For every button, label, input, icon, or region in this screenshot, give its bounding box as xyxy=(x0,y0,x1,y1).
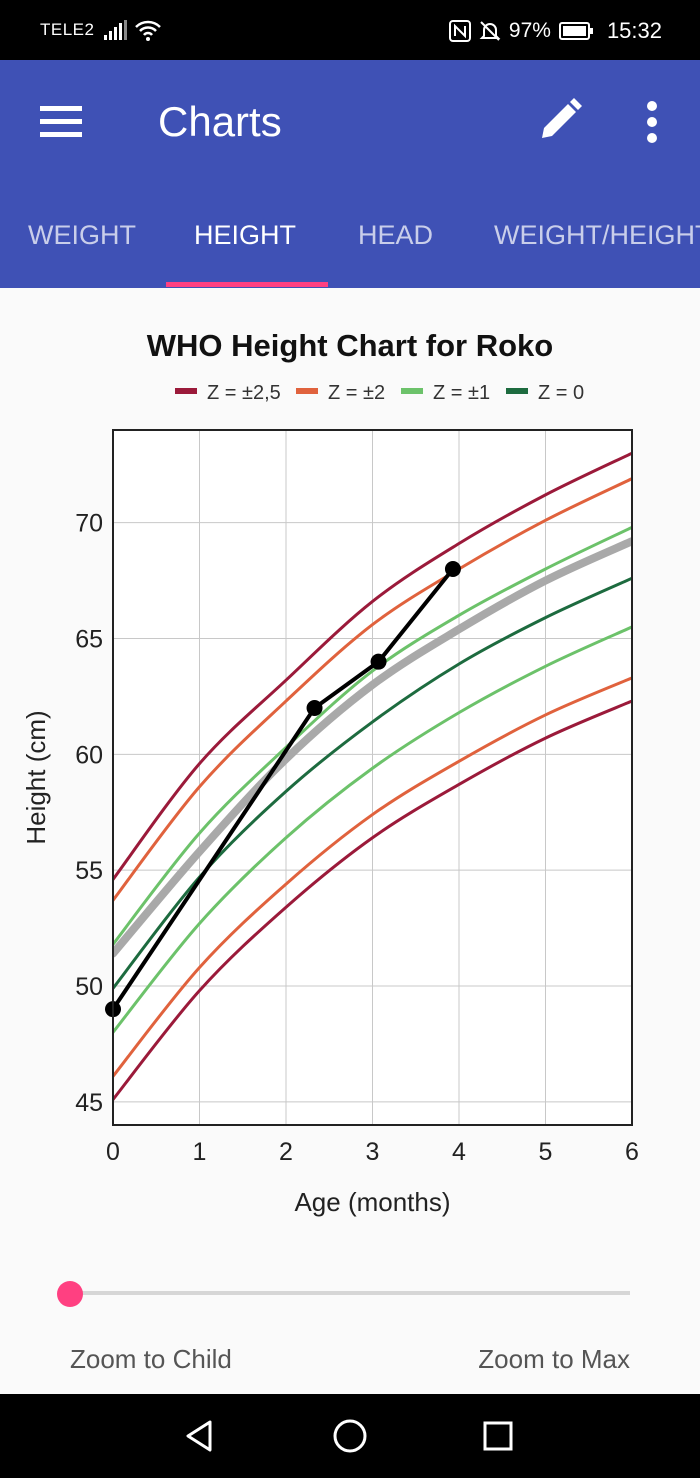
tab-bar: WEIGHT HEIGHT HEAD WEIGHT/HEIGHT xyxy=(0,206,700,288)
status-bar: TELE2 97% 15:32 xyxy=(0,0,700,60)
chart-area: WHO Height Chart for Roko Z = ±2,5 Z = ±2 Z… xyxy=(0,288,700,1394)
height-chart: WHO Height Chart for Roko Z = ±2,5 Z = ±2 Z… xyxy=(21,328,639,1217)
tab-indicator xyxy=(166,282,328,287)
clock: 15:32 xyxy=(606,18,662,43)
child-measurement-point[interactable] xyxy=(370,653,387,670)
reference-curve-z2 xyxy=(113,477,632,902)
reference-curve-z2 xyxy=(113,676,632,1078)
y-tick-label: 45 xyxy=(75,1089,103,1117)
menu-icon[interactable] xyxy=(36,100,88,144)
x-tick-label: 4 xyxy=(452,1138,466,1166)
reference-curve-z1 xyxy=(113,625,632,1034)
x-tick-label: 3 xyxy=(366,1138,380,1166)
page-title: Charts xyxy=(158,98,282,145)
x-tick-label: 6 xyxy=(625,1138,639,1166)
app-bar: Charts WEIGHT HEIGHT HEAD WEIGHT/HEIGHT xyxy=(0,60,700,288)
legend-entry: Z = ±2 xyxy=(328,382,385,404)
zoom-slider[interactable] xyxy=(57,1280,632,1308)
y-axis-label: Height (cm) xyxy=(21,710,51,844)
y-tick-label: 50 xyxy=(75,973,103,1001)
mute-icon xyxy=(479,21,501,41)
legend-swatch xyxy=(401,388,423,394)
system-nav-bar xyxy=(0,1394,700,1478)
tab-head[interactable]: HEAD xyxy=(358,220,434,250)
legend-entry: Z = ±2,5 xyxy=(207,382,281,404)
zoom-to-child-button[interactable]: Zoom to Child xyxy=(70,1344,232,1374)
x-tick-label: 2 xyxy=(279,1138,293,1166)
reference-curve-z25 xyxy=(113,451,632,881)
y-tick-label: 55 xyxy=(75,857,103,885)
child-measurement-point[interactable] xyxy=(444,561,461,577)
signal-icon xyxy=(104,20,127,40)
x-axis-label: Age (months) xyxy=(294,1187,450,1217)
tab-weight[interactable]: WEIGHT xyxy=(28,220,136,250)
x-tick-label: 1 xyxy=(193,1138,207,1166)
status-right: 97% 15:32 xyxy=(448,16,662,46)
wifi-icon xyxy=(135,20,161,41)
recents-icon[interactable] xyxy=(476,1414,520,1458)
zoom-to-max-button[interactable]: Zoom to Max xyxy=(478,1344,630,1374)
back-icon[interactable] xyxy=(178,1414,222,1458)
chart-title: WHO Height Chart for Roko xyxy=(147,328,553,363)
reference-curve-median xyxy=(113,537,632,958)
child-measurement-point[interactable] xyxy=(306,700,323,716)
reference-curve-z1 xyxy=(113,525,632,946)
child-height-line xyxy=(111,567,455,1011)
battery-icon xyxy=(558,22,593,40)
nfc-icon xyxy=(448,20,471,42)
y-tick-label: 60 xyxy=(75,741,103,769)
y-tick-label: 65 xyxy=(75,626,103,654)
legend-entry: Z = ±1 xyxy=(433,382,490,404)
carrier-name: TELE2 xyxy=(40,20,95,39)
battery-percent: 97% xyxy=(508,19,551,42)
legend-swatch xyxy=(296,388,318,394)
legend-swatch xyxy=(175,388,197,394)
tab-weight-height[interactable]: WEIGHT/HEIGHT xyxy=(494,220,700,250)
x-tick-label: 0 xyxy=(106,1138,120,1166)
pencil-icon[interactable] xyxy=(536,96,584,144)
x-tick-label: 5 xyxy=(539,1138,553,1166)
y-tick-label: 70 xyxy=(75,510,103,538)
zoom-slider-thumb[interactable] xyxy=(57,1281,83,1307)
more-vert-icon[interactable] xyxy=(632,98,672,146)
home-icon[interactable] xyxy=(328,1414,372,1458)
reference-curve-z25 xyxy=(113,699,632,1102)
legend-swatch xyxy=(506,388,528,394)
plot-frame xyxy=(112,429,633,1126)
tab-height[interactable]: HEIGHT xyxy=(194,220,297,250)
zoom-slider-track xyxy=(70,1291,630,1295)
legend-entry: Z = 0 xyxy=(538,382,584,404)
